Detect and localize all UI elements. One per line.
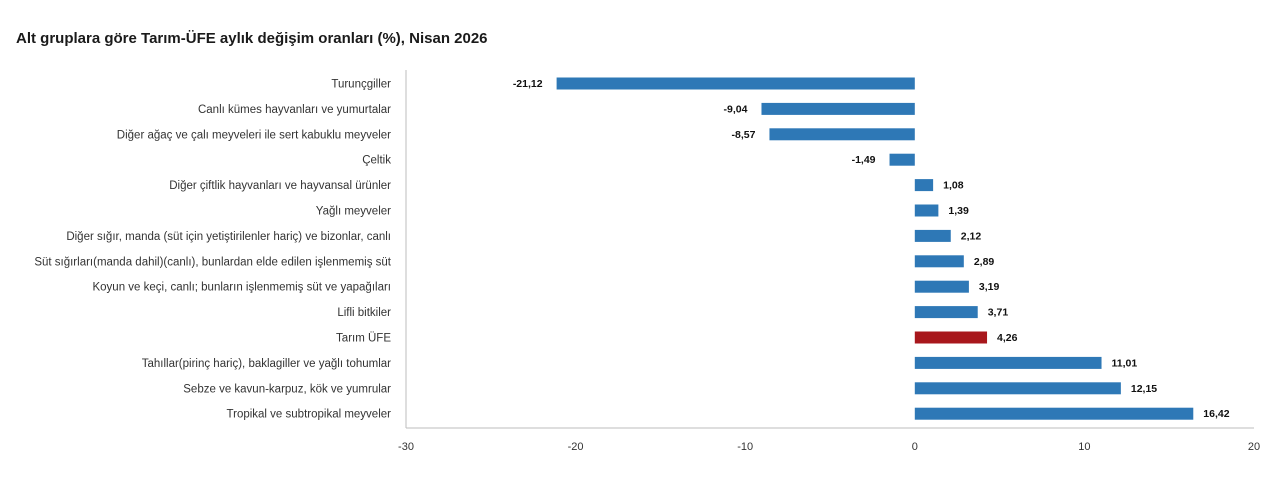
bar — [889, 153, 915, 166]
bar — [914, 179, 934, 192]
value-label: 1,08 — [943, 180, 964, 192]
x-tick-label: 10 — [1078, 441, 1090, 453]
bar — [914, 407, 1194, 420]
x-tick-label: -30 — [398, 441, 414, 453]
category-label: Tarım ÜFE — [336, 333, 391, 345]
value-label: 3,19 — [979, 281, 1000, 293]
category-label: Canlı kümes hayvanları ve yumurtalar — [198, 104, 391, 116]
category-label: Koyun ve keçi, canlı; bunların işlenmemi… — [92, 282, 391, 294]
value-label: -8,57 — [732, 129, 756, 141]
x-tick-label: -10 — [737, 441, 753, 453]
bar — [914, 280, 969, 293]
category-label: Yağlı meyveler — [316, 206, 391, 218]
bar — [914, 255, 964, 268]
category-label: Turunçgiller — [331, 79, 391, 91]
category-label: Sebze ve kavun-karpuz, kök ve yumrular — [183, 383, 391, 395]
x-tick-label: -20 — [568, 441, 584, 453]
bar — [914, 229, 951, 242]
value-label: 16,42 — [1203, 408, 1229, 420]
value-label: 2,12 — [961, 230, 982, 242]
x-tick-label: 0 — [912, 441, 918, 453]
category-label: Diğer çiftlik hayvanları ve hayvansal ür… — [169, 180, 391, 192]
value-label: 11,01 — [1112, 357, 1138, 369]
bar — [914, 356, 1102, 369]
value-label: -1,49 — [852, 154, 876, 166]
value-label: 12,15 — [1131, 383, 1157, 395]
bar — [769, 128, 915, 141]
category-label: Diğer ağaç ve çalı meyveleri ile sert ka… — [117, 129, 391, 141]
category-label: Süt sığırları(manda dahil)(canlı), bunla… — [34, 256, 391, 268]
bar — [761, 102, 915, 115]
x-tick-label: 20 — [1248, 441, 1260, 453]
value-label: 2,89 — [974, 256, 995, 268]
bar — [914, 306, 978, 319]
category-label: Çeltik — [362, 155, 391, 167]
category-label: Diğer sığır, manda (süt için yetiştirile… — [66, 231, 391, 243]
chart-title: Alt gruplara göre Tarım-ÜFE aylık değişi… — [16, 30, 488, 47]
value-label: 3,71 — [988, 307, 1009, 319]
bar — [556, 77, 915, 90]
category-label: Tahıllar(pirinç hariç), baklagiller ve y… — [142, 358, 391, 370]
category-label: Lifli bitkiler — [337, 307, 391, 319]
bar-highlight — [914, 331, 988, 344]
value-label: 4,26 — [997, 332, 1018, 344]
value-label: 1,39 — [948, 205, 969, 217]
value-label: -9,04 — [724, 103, 748, 115]
bar — [914, 382, 1121, 395]
value-label: -21,12 — [513, 78, 543, 90]
bar — [914, 204, 939, 217]
category-label: Tropikal ve subtropikal meyveler — [227, 409, 392, 421]
